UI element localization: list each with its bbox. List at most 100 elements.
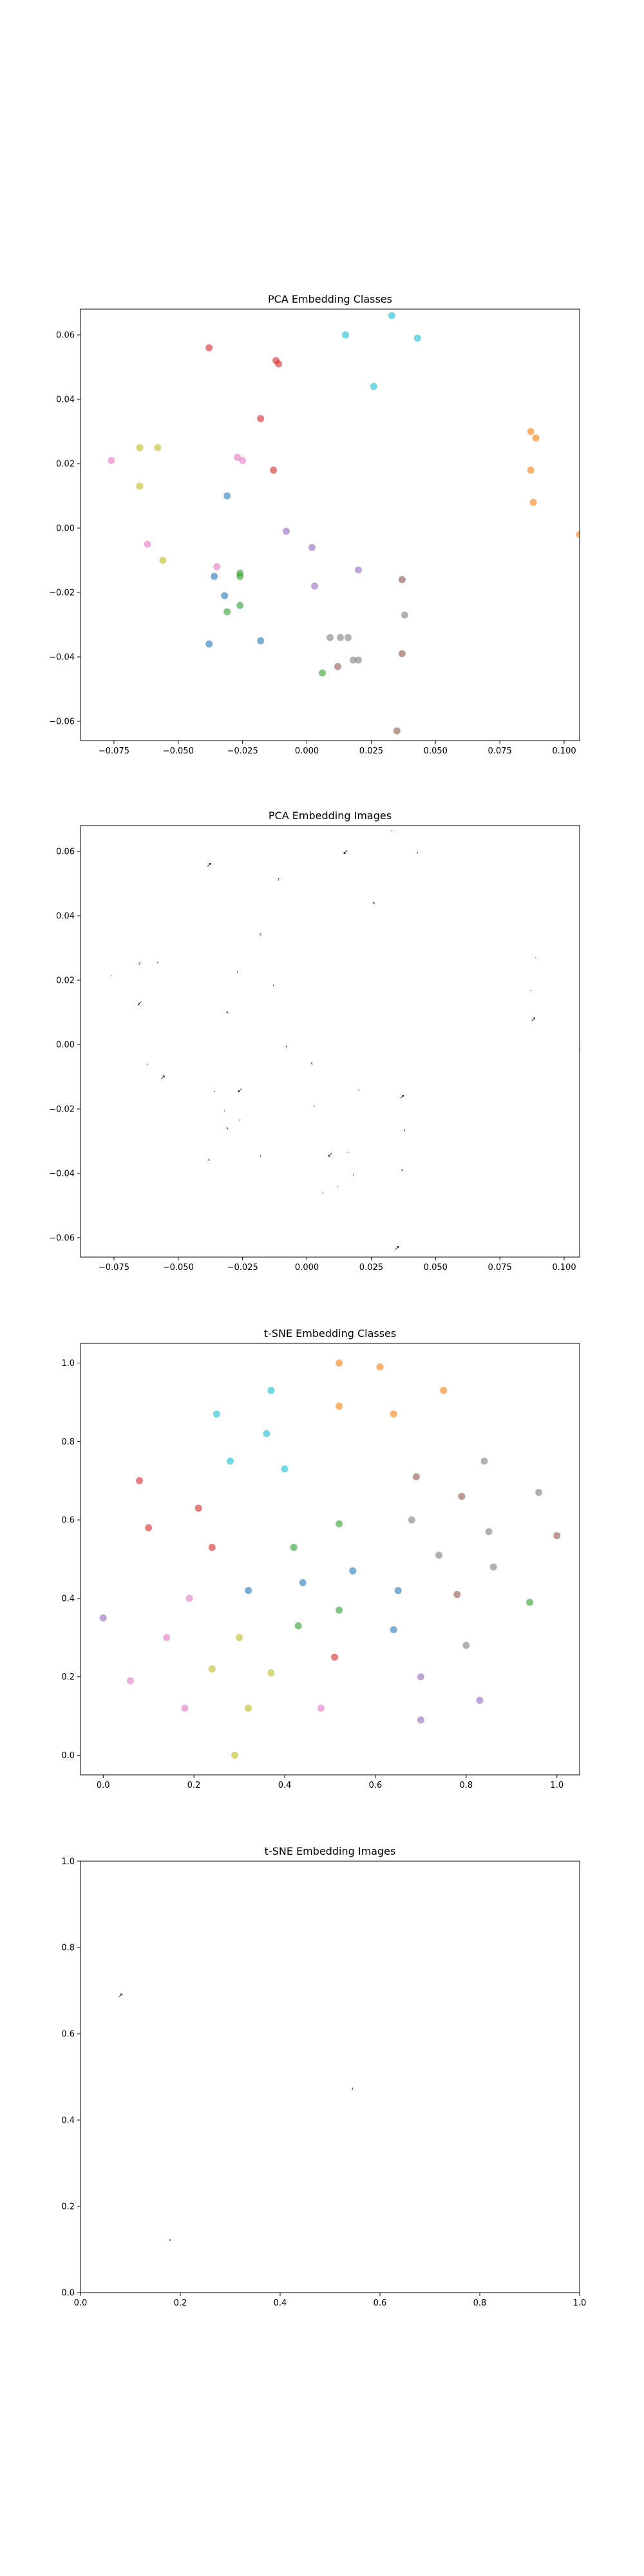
data-point [263, 1430, 270, 1437]
data-point [108, 457, 115, 464]
data-point [208, 1665, 216, 1673]
data-point [227, 1457, 234, 1465]
data-point [576, 531, 580, 538]
x-tick-label: 0.025 [359, 1263, 383, 1273]
data-point [281, 1465, 289, 1473]
data-point [393, 727, 401, 735]
data-point [317, 1704, 325, 1712]
y-tick-label: 1.0 [61, 1359, 75, 1368]
x-tick-label: −0.025 [227, 746, 258, 756]
image-thumbnail: ↙ [137, 1000, 142, 1007]
data-point [532, 434, 540, 442]
points-layer [99, 1359, 561, 1759]
data-point [388, 312, 395, 319]
data-point [245, 1587, 252, 1595]
y-tick-label: 0.6 [61, 2030, 75, 2040]
image-thumbnail: ˏ [357, 1084, 360, 1091]
data-point [462, 1642, 470, 1649]
image-thumbnail: ↗ [118, 1993, 123, 2000]
data-point [163, 1634, 171, 1642]
image-thumbnail: ᵋ [260, 933, 262, 940]
data-point [294, 1622, 302, 1630]
y-tick-label: 0.06 [56, 848, 75, 857]
chart-title: PCA Embedding Images [269, 810, 392, 822]
chart-panel-2: PCA Embedding Images ↗ ꜛ ᵋ ʼ ↙ ′ ʹ ˞ ˎ ˏ ↗ ꜛ ᵋ ʼ ↙ ′ ʹ ˞ ˎ ˏ… [49, 810, 580, 1273]
x-tick-label: −0.025 [227, 1263, 258, 1273]
data-point [370, 383, 377, 390]
data-point [311, 582, 319, 590]
image-thumbnail: ↙ [327, 1151, 332, 1159]
chart-title: PCA Embedding Classes [268, 293, 392, 305]
chart-title: t-SNE Embedding Classes [264, 1327, 396, 1340]
data-point [453, 1591, 461, 1598]
x-tick-label: 0.000 [295, 1263, 319, 1273]
image-thumbnail: ↗ [394, 1245, 399, 1252]
data-point [413, 334, 421, 342]
data-point [213, 1410, 220, 1418]
x-tick-label: 0.100 [552, 746, 576, 756]
chart-panel-3: t-SNE Embedding Classes 0.0 0.2 0.4 0.6 0.8 1.… [61, 1327, 580, 1790]
data-point [257, 415, 265, 422]
image-thumbnail: ᵋ [208, 1158, 211, 1165]
data-point [290, 1544, 298, 1551]
data-point [181, 1704, 189, 1712]
data-point [327, 634, 334, 641]
x-tick-label: 0.075 [488, 746, 512, 756]
axes-frame [80, 825, 580, 1258]
x-tick-label: −0.050 [163, 1263, 194, 1273]
data-point [336, 1359, 343, 1367]
y-tick-label: −0.06 [49, 717, 75, 727]
data-point [390, 1410, 397, 1418]
image-thumbnail: ᵋ [311, 1061, 314, 1068]
data-point [349, 1567, 357, 1575]
x-tick-label: 0.050 [424, 746, 448, 756]
data-point [458, 1493, 466, 1501]
image-thumbnail: ʹ [352, 1173, 354, 1181]
y-tick-label: 0.00 [56, 1041, 75, 1050]
x-tick-label: 0.075 [488, 1263, 512, 1273]
data-point [136, 482, 144, 490]
chart-panel-1: PCA Embedding Classes −0.075 −0.050 −0.025 0… [49, 293, 580, 756]
x-tick-label: 0.6 [374, 2298, 387, 2308]
axes-frame [80, 1343, 580, 1776]
x-tick-label: 0.6 [369, 1781, 383, 1790]
y-tick-label: −0.04 [49, 1170, 75, 1179]
x-tick-label: 1.0 [550, 1781, 564, 1790]
image-thumbnail: ˎ [336, 1180, 339, 1188]
data-point [231, 1752, 239, 1759]
x-tick-label: 0.2 [187, 1781, 201, 1790]
data-point [435, 1551, 443, 1559]
image-thumbnail: ˞ [373, 900, 375, 907]
data-point [331, 1653, 339, 1661]
image-thumbnail: ↗ [531, 1016, 536, 1023]
x-tick-label: 0.2 [174, 2298, 187, 2308]
data-point [319, 669, 327, 677]
x-tick-label: 0.0 [74, 2298, 88, 2308]
data-point [480, 1457, 488, 1465]
data-point [223, 492, 231, 500]
x-tick-label: 0.4 [278, 1781, 292, 1790]
x-tick-label: 0.4 [274, 2298, 287, 2308]
axes-frame [80, 1861, 580, 2293]
data-point [267, 1387, 275, 1394]
data-point [136, 1477, 144, 1484]
data-point [236, 601, 244, 609]
image-thumbnail: ʹ [239, 1119, 241, 1126]
image-thumbnail: ˞ [226, 1010, 229, 1017]
data-point [308, 544, 316, 551]
data-point [236, 573, 244, 580]
axes-frame [80, 308, 580, 741]
y-tick-label: 0.2 [61, 1672, 75, 1682]
image-thumbnail: ↗ [207, 862, 212, 869]
image-thumbnail: ˎ [79, 1042, 82, 1049]
data-point [440, 1387, 448, 1394]
data-point [299, 1579, 307, 1587]
image-thumbnail: ꜛ [278, 878, 280, 885]
y-tick-label: −0.06 [49, 1234, 75, 1244]
y-tick-label: 0.00 [56, 524, 75, 534]
data-point [336, 1520, 343, 1528]
image-thumbnail: ′ [347, 1151, 349, 1159]
data-point [159, 556, 167, 564]
data-point [336, 634, 344, 641]
